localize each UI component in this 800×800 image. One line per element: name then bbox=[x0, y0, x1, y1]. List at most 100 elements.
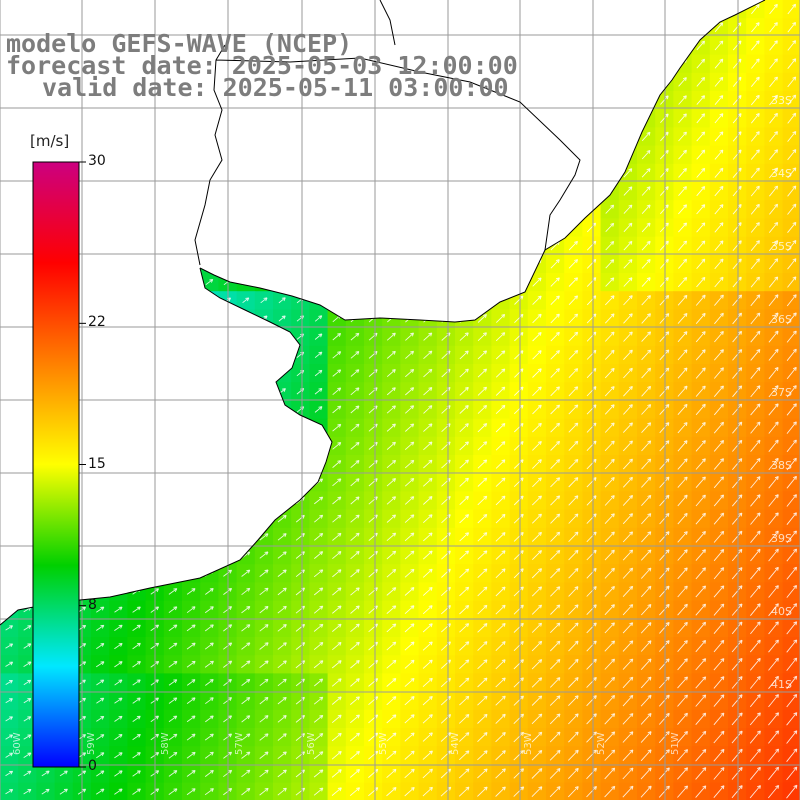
wind-arrow bbox=[331, 696, 342, 705]
wind-cell bbox=[473, 0, 492, 19]
wind-arrow bbox=[459, 241, 469, 250]
wind-cell bbox=[618, 18, 638, 37]
wind-arrow bbox=[495, 422, 506, 433]
wind-cell bbox=[273, 400, 292, 420]
wind-arrow bbox=[750, 476, 761, 489]
wind-arrow bbox=[387, 205, 396, 214]
wind-arrow bbox=[422, 605, 433, 615]
wind-arrow bbox=[604, 713, 616, 725]
wind-arrow bbox=[350, 205, 360, 213]
wind-cell bbox=[163, 145, 183, 165]
wind-cell bbox=[254, 254, 274, 274]
wind-arrow bbox=[5, 770, 14, 777]
wind-cell bbox=[382, 218, 401, 238]
wind-arrow bbox=[314, 278, 323, 286]
wind-arrow bbox=[586, 640, 597, 652]
wind-cell bbox=[564, 182, 583, 201]
wind-arrow bbox=[550, 295, 560, 306]
wind-cell bbox=[600, 127, 620, 147]
wind-arrow bbox=[23, 643, 32, 649]
wind-arrow bbox=[659, 367, 670, 379]
lat-label: 38S bbox=[771, 459, 792, 472]
wind-arrow bbox=[114, 515, 123, 522]
wind-arrow bbox=[659, 204, 669, 215]
wind-arrow bbox=[477, 604, 488, 615]
wind-cell bbox=[436, 109, 456, 128]
wind-arrow bbox=[568, 404, 579, 415]
wind-arrow bbox=[678, 40, 687, 51]
wind-arrow bbox=[132, 261, 141, 267]
wind-arrow bbox=[241, 242, 250, 249]
wind-cell bbox=[618, 54, 638, 74]
wind-cell bbox=[127, 182, 147, 201]
wind-arrow bbox=[458, 732, 470, 742]
wind-arrow bbox=[369, 5, 378, 13]
wind-arrow bbox=[404, 459, 415, 469]
wind-arrow bbox=[132, 552, 141, 559]
wind-arrow bbox=[313, 733, 324, 742]
wind-arrow bbox=[623, 313, 633, 324]
wind-arrow bbox=[187, 115, 195, 122]
wind-arrow bbox=[550, 495, 561, 506]
wind-arrow bbox=[786, 766, 798, 781]
wind-arrow bbox=[242, 406, 250, 413]
wind-arrow bbox=[677, 422, 688, 434]
wind-cell bbox=[127, 364, 147, 383]
wind-arrow bbox=[641, 131, 651, 142]
wind-arrow bbox=[386, 423, 396, 432]
wind-cell bbox=[273, 491, 292, 511]
wind-arrow bbox=[331, 732, 342, 742]
wind-cell bbox=[182, 473, 201, 492]
wind-cell bbox=[91, 418, 110, 438]
wind-cell bbox=[455, 309, 474, 329]
wind-arrow bbox=[441, 514, 451, 524]
wind-arrow bbox=[659, 385, 670, 397]
wind-arrow bbox=[422, 586, 433, 596]
wind-arrow bbox=[24, 225, 31, 230]
wind-cell bbox=[273, 200, 292, 219]
wind-arrow bbox=[622, 585, 634, 598]
wind-arrow bbox=[623, 22, 633, 32]
wind-cell bbox=[254, 200, 274, 219]
wind-arrow bbox=[750, 512, 761, 525]
wind-arrow bbox=[659, 603, 670, 616]
wind-arrow bbox=[168, 624, 178, 632]
wind-arrow bbox=[350, 569, 360, 578]
wind-arrow bbox=[423, 168, 433, 177]
wind-arrow bbox=[622, 785, 634, 798]
wind-arrow bbox=[423, 368, 433, 378]
wind-arrow bbox=[24, 116, 31, 121]
wind-cell bbox=[200, 182, 219, 201]
wind-arrow bbox=[60, 116, 67, 121]
wind-cell bbox=[236, 0, 256, 19]
wind-arrow bbox=[260, 6, 268, 12]
wind-arrow bbox=[786, 330, 797, 343]
wind-arrow bbox=[568, 386, 579, 397]
wind-arrow bbox=[749, 748, 761, 762]
wind-arrow bbox=[423, 114, 432, 123]
wind-arrow bbox=[59, 770, 68, 777]
wind-cell bbox=[273, 145, 292, 165]
wind-arrow bbox=[242, 6, 250, 12]
wind-cell bbox=[473, 145, 492, 165]
wind-arrow bbox=[132, 533, 141, 540]
wind-arrow bbox=[532, 132, 542, 141]
wind-cell bbox=[273, 455, 292, 474]
wind-cell bbox=[127, 109, 147, 128]
wind-arrow bbox=[750, 149, 760, 160]
wind-arrow bbox=[351, 5, 359, 13]
wind-arrow bbox=[769, 149, 779, 160]
wind-cell bbox=[109, 327, 128, 347]
wind-arrow bbox=[115, 443, 122, 449]
wind-arrow bbox=[423, 350, 433, 360]
wind-arrow bbox=[459, 114, 469, 123]
wind-cell bbox=[637, 18, 656, 37]
wind-arrow bbox=[531, 695, 543, 706]
wind-arrow bbox=[550, 404, 561, 415]
wind-arrow bbox=[768, 694, 779, 708]
wind-arrow bbox=[513, 622, 524, 633]
wind-arrow bbox=[568, 368, 579, 379]
wind-arrow bbox=[277, 751, 287, 760]
wind-arrow bbox=[205, 679, 214, 686]
wind-arrow bbox=[168, 551, 178, 559]
